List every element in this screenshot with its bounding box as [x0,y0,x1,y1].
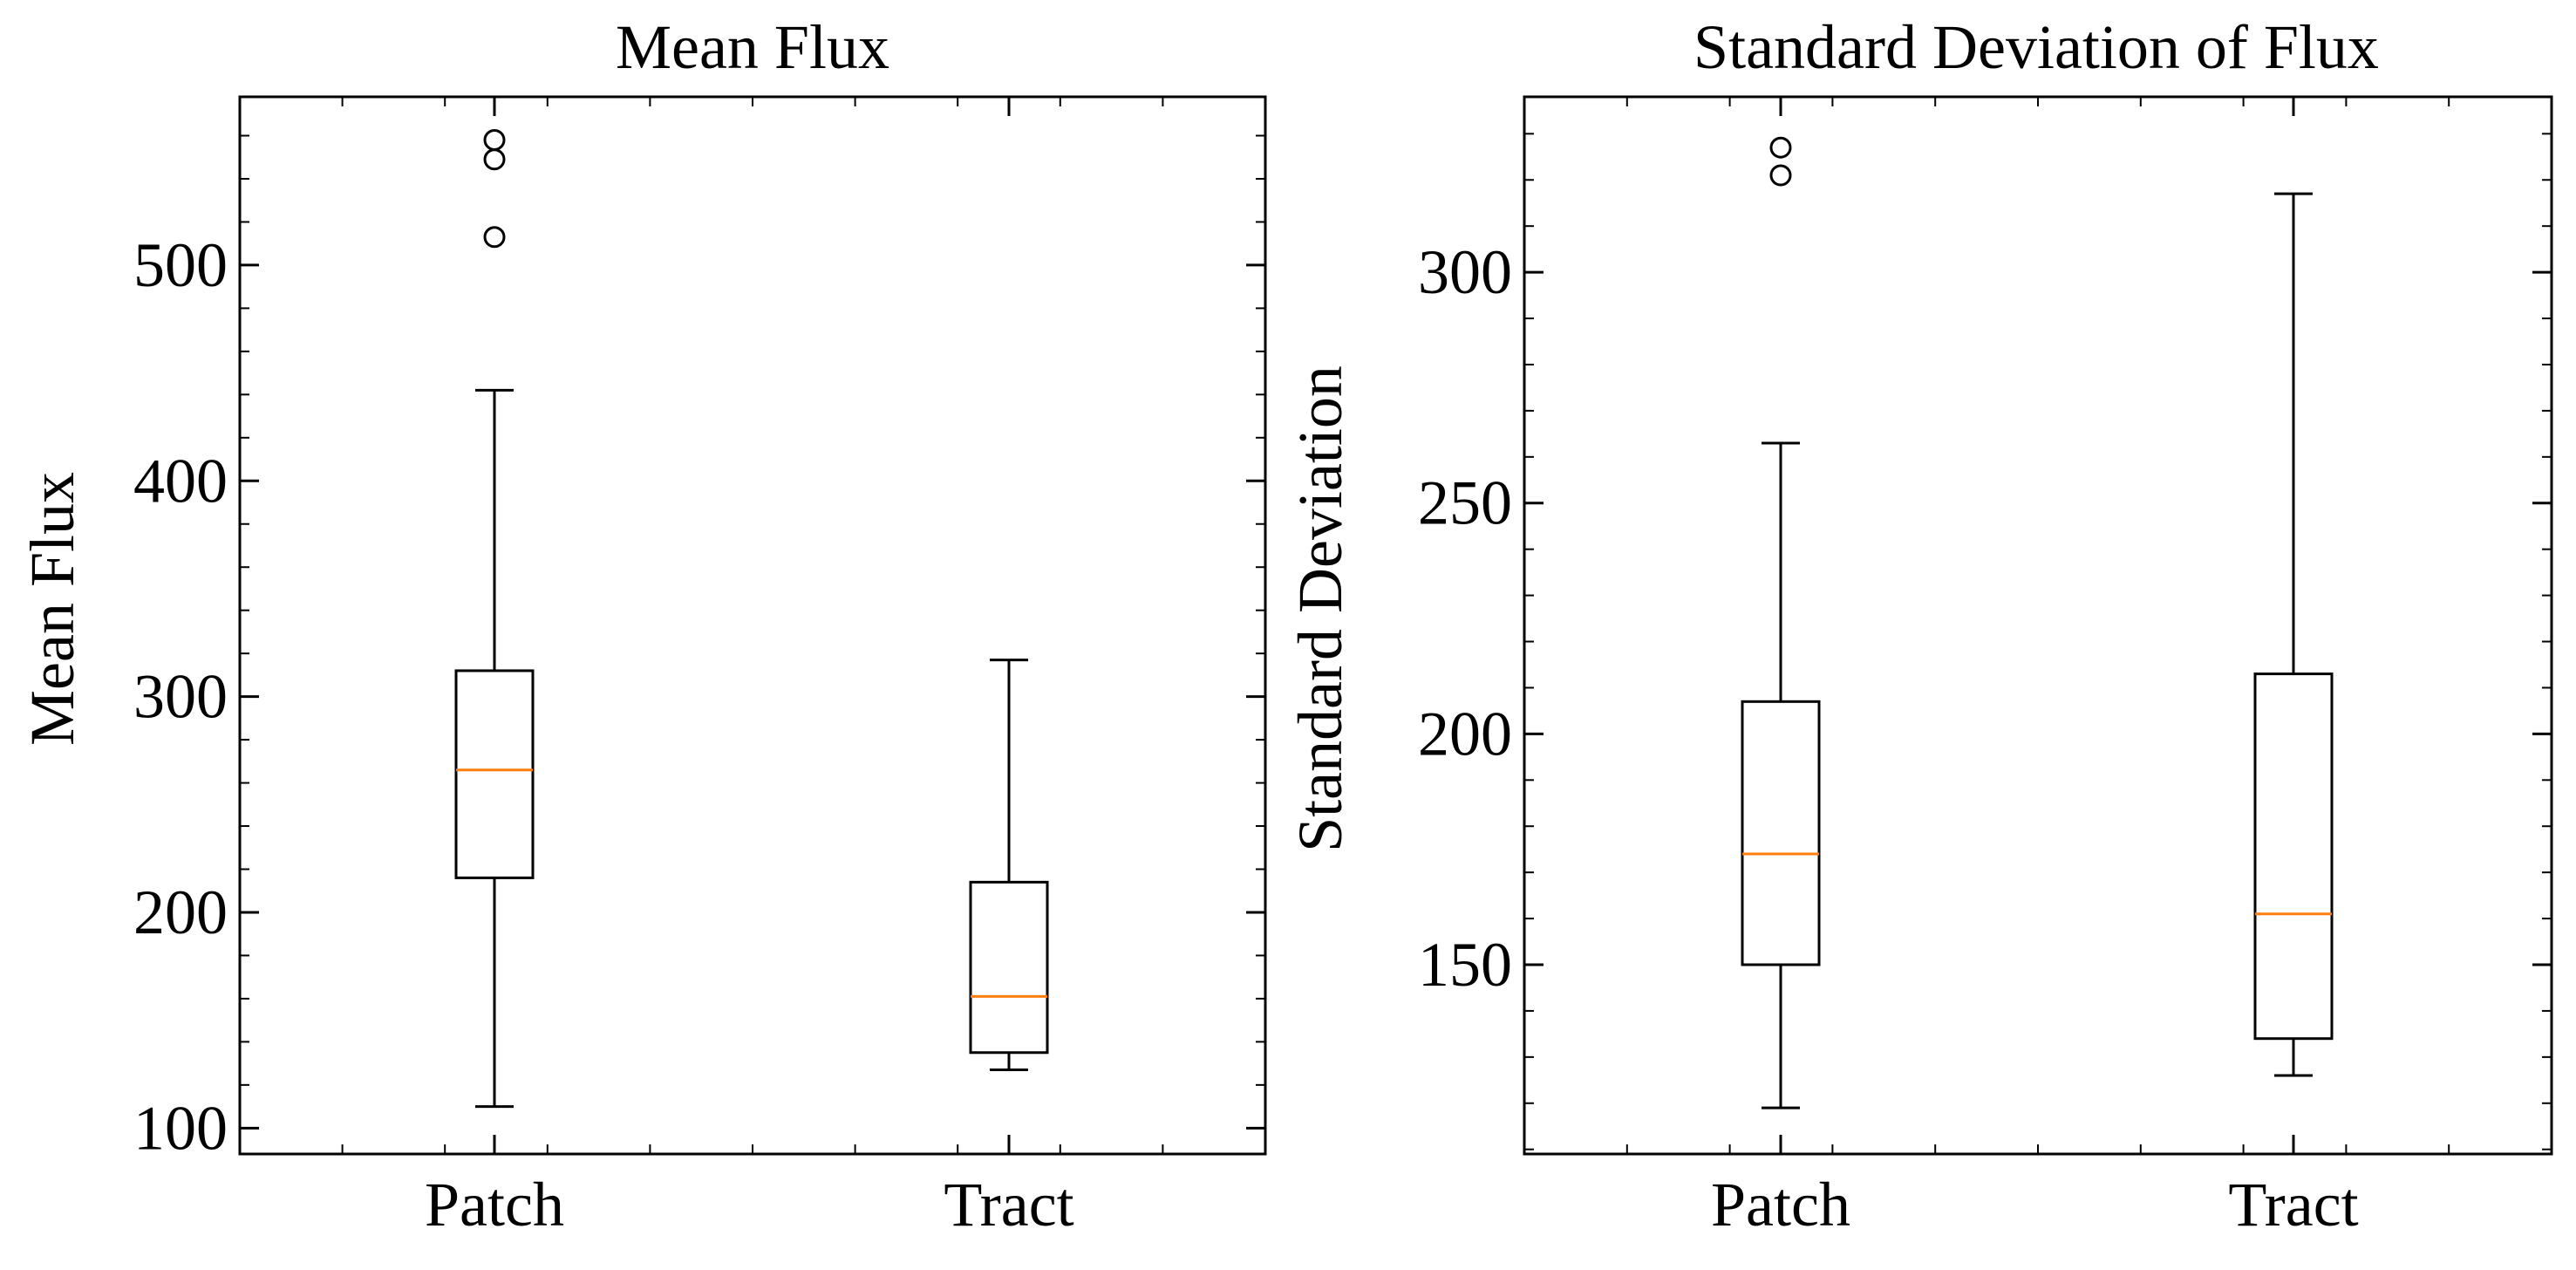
iqr-box [2253,673,2334,1041]
y-tick-label: 150 [1418,930,1512,1000]
y-tick-label: 250 [1418,468,1512,538]
x-tick-label: Patch [1711,1170,1850,1239]
y-tick-label: 300 [133,662,228,732]
plot-area: 150 200 250 300 Patch Tract [1418,95,2553,1239]
outlier-point [483,128,506,151]
axes-frame [238,95,1267,1156]
iqr-box [1741,700,1821,966]
y-tick-label: 300 [1418,237,1512,307]
y-tick-label: 200 [133,877,228,947]
outlier-point [483,226,506,249]
y-tick-label: 200 [1418,699,1512,768]
y-tick-label: 500 [133,230,228,300]
chart-title: Mean Flux [616,12,889,82]
outlier-point [1769,164,1792,187]
plot-area: 100 200 300 400 500 Patch Tract [133,95,1267,1239]
x-tick-label: Tract [944,1170,1073,1239]
y-tick-label: 400 [133,446,228,516]
iqr-box [969,880,1049,1055]
x-tick-label: Patch [425,1170,564,1239]
chart-title: Standard Deviation of Flux [1693,12,2379,82]
iqr-box [454,669,535,879]
x-tick-label: Tract [2228,1170,2358,1239]
outlier-point [1769,136,1792,159]
axes-frame [1523,95,2553,1156]
y-axis-label: Standard Deviation [1285,365,1355,852]
std-dev-panel: Standard Deviation of Flux Standard Devi… [1285,12,2553,1239]
y-tick-label: 100 [133,1093,228,1163]
y-axis-label: Mean Flux [17,472,87,746]
outlier-point [483,148,506,171]
mean-flux-panel: Mean Flux Mean Flux 100 200 300 400 500 Patch… [17,12,1267,1239]
